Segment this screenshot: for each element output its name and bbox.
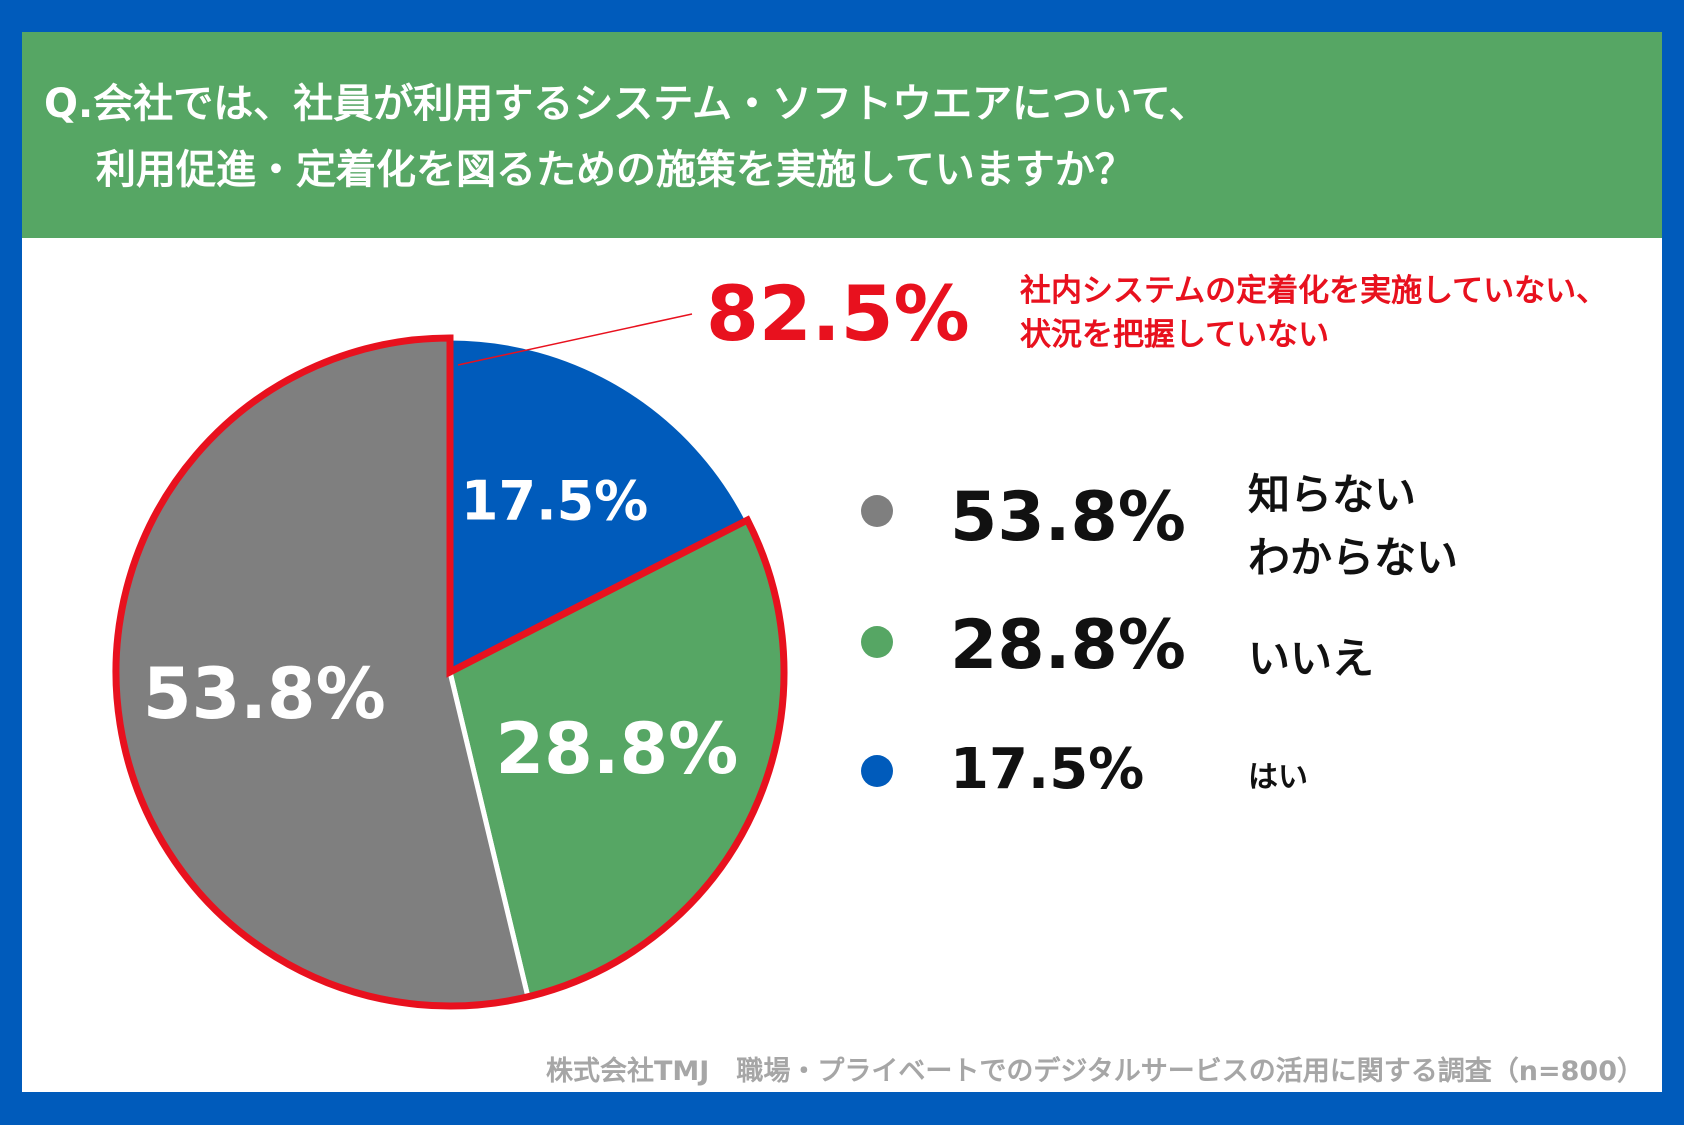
question-line-1: Q.会社では、社員が利用するシステム・ソフトウエアについて、 (44, 81, 1209, 127)
legend-dot-dont-know (861, 495, 893, 527)
legend-label-no: いいえ (1248, 634, 1375, 683)
pie-label-no: 28.8% (495, 708, 738, 790)
highlight-total-value: 82.5% (706, 269, 970, 358)
question-header (22, 32, 1662, 238)
legend-value-yes: 17.5% (950, 737, 1145, 802)
question-line-2: 利用促進・定着化を図るための施策を実施していますか？ (96, 147, 1135, 193)
source-footer: 株式会社TMJ 職場・プライベートでのデジタルサービスの活用に関する調査（n=8… (546, 1056, 1644, 1087)
legend-label-dont-know: 知らない わからない (1248, 470, 1459, 582)
pie-label-yes: 17.5% (461, 470, 648, 533)
pie-label-dont-know: 53.8% (143, 653, 386, 735)
highlight-note-line-2: 状況を把握していない (1020, 317, 1330, 353)
callout-leader-line (457, 313, 693, 366)
highlight-outline (112, 334, 788, 1010)
legend-dot-yes (861, 755, 893, 787)
legend-dot-no (861, 626, 893, 658)
highlight-note-line-1: 社内システムの定着化を実施していない、 (1020, 273, 1608, 309)
pie-slice-yes (447, 335, 751, 677)
legend-value-dont-know: 53.8% (950, 478, 1186, 557)
legend-value-no: 28.8% (950, 606, 1186, 685)
legend-label-yes: はい (1248, 760, 1308, 795)
